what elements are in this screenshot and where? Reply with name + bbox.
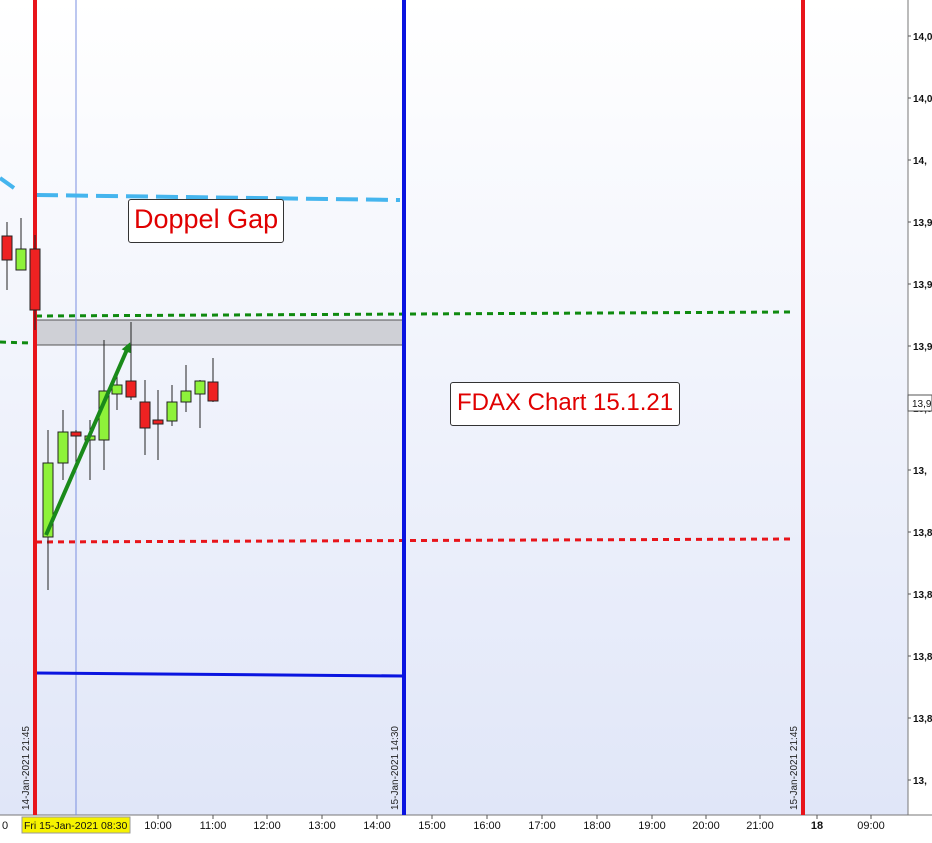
x-tick-label-8: 18:00 xyxy=(583,820,611,832)
y-tick-label-4: 13,9 xyxy=(913,280,932,291)
level-line-0-0 xyxy=(35,193,401,202)
candle-body-13 xyxy=(180,390,192,403)
x-tick-label-3: 13:00 xyxy=(308,820,336,832)
y-tick-label-1: 14,0 xyxy=(913,94,932,105)
x-axis: 0 Fri 15-Jan-2021 08:30 10:00 11:00 12:00 13:… xyxy=(2,815,885,834)
y-tick-label-2: 14, xyxy=(913,156,927,167)
level-line-0-1 xyxy=(0,176,16,190)
x-tick-label-12: 18 xyxy=(811,820,823,832)
x-tick-label-10: 20:00 xyxy=(692,820,720,832)
candle-body-5 xyxy=(70,431,82,437)
vertical-marker-label-0: 14-Jan-2021 21:45 xyxy=(21,726,32,810)
candle-body-2 xyxy=(29,248,41,311)
session-start-badge xyxy=(21,816,131,834)
x-tick-label-7: 17:00 xyxy=(528,820,556,832)
annotation-chart-title: FDAX Chart 15.1.21 xyxy=(450,382,681,426)
x-tick-label-left-partial: 0 xyxy=(2,820,8,832)
level-line-3-0 xyxy=(35,671,405,678)
level-line-1-1 xyxy=(0,340,31,345)
y-tick-label-5: 13,9 xyxy=(913,342,932,353)
x-tick-label-2: 12:00 xyxy=(253,820,281,832)
vertical-markers: 14-Jan-2021 21:45 15-Jan-2021 14:30 15-Jan… xyxy=(21,0,805,815)
candle-body-4 xyxy=(57,431,69,464)
candles xyxy=(1,218,219,590)
vertical-marker-label-1: 15-Jan-2021 14:30 xyxy=(390,726,401,810)
y-tick-label-11: 13,8 xyxy=(913,714,932,725)
level-line-2-0 xyxy=(35,537,791,544)
candle-body-10 xyxy=(139,401,151,429)
candle-body-15 xyxy=(207,381,219,402)
y-tick-label-12: 13, xyxy=(913,776,927,787)
candle-body-8 xyxy=(111,384,123,395)
candle-body-14 xyxy=(194,380,206,395)
levels xyxy=(0,176,791,678)
x-axis-background xyxy=(0,815,932,838)
y-tick-label-9: 13,8 xyxy=(913,590,932,601)
x-tick-label-5: 15:00 xyxy=(418,820,446,832)
y-price-tag-box xyxy=(907,394,932,412)
y-tick-label-0: 14,0 xyxy=(913,32,932,43)
candle-body-1 xyxy=(15,248,27,271)
y-tick-label-3: 13,9 xyxy=(913,218,932,229)
y-tick-label-10: 13,8 xyxy=(913,652,932,663)
candle-body-0 xyxy=(1,235,13,261)
candle-body-12 xyxy=(166,401,178,422)
y-axis: 14,0 14,0 14, 13,9 13,9 13,9 13,9 13, 13,8 13,8 13… xyxy=(907,32,932,787)
candle-body-3 xyxy=(42,462,54,538)
level-line-1-0 xyxy=(35,310,791,318)
vertical-marker-label-2: 15-Jan-2021 21:45 xyxy=(789,726,800,810)
y-tick-label-8: 13,8 xyxy=(913,528,932,539)
x-tick-label-6: 16:00 xyxy=(473,820,501,832)
candle-body-9 xyxy=(125,380,137,398)
x-tick-label-9: 19:00 xyxy=(638,820,666,832)
candle-body-11 xyxy=(152,419,164,425)
move-arrow xyxy=(44,342,131,536)
x-tick-label-1: 11:00 xyxy=(200,820,227,832)
y-tick-label-7: 13, xyxy=(913,466,927,477)
x-tick-label-11: 21:00 xyxy=(746,820,774,832)
x-tick-label-0: 10:00 xyxy=(144,820,172,832)
x-tick-label-session-start: Fri 15-Jan-2021 08:30 xyxy=(24,820,127,832)
y-price-tag: 13,9 xyxy=(912,399,932,410)
gap-zone xyxy=(35,319,405,346)
x-tick-label-13: 09:00 xyxy=(857,820,885,832)
annotation-doppel-gap: Doppel Gap xyxy=(128,199,285,243)
x-tick-label-4: 14:00 xyxy=(363,820,391,832)
